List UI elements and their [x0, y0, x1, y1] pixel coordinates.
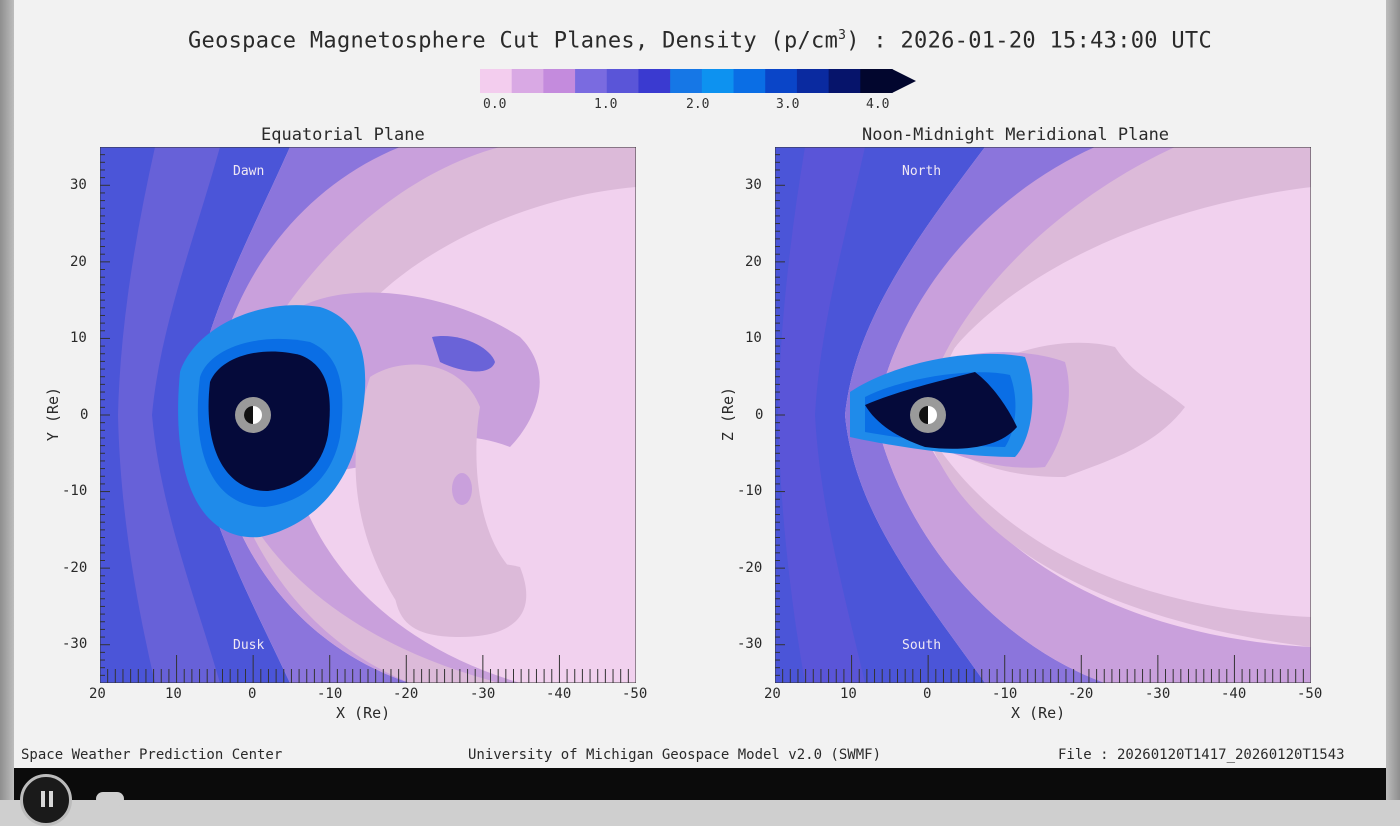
right-panel-title: Noon-Midnight Meridional Plane [862, 125, 1170, 145]
right-xtick-label: -50 [1297, 686, 1323, 702]
right-y-axis-label: Z (Re) [719, 386, 738, 442]
left-panel-title: Equatorial Plane [261, 125, 425, 145]
colorbar-label-0: 0.0 [483, 97, 507, 112]
figure-title-tail: ) : 2026-01-20 15:43:00 UTC [846, 28, 1213, 54]
meridional-plane-plot [775, 147, 1311, 683]
colorbar-swatch [701, 69, 735, 93]
left-ytick-label: -10 [62, 483, 88, 499]
right-plot-ticks [775, 147, 1311, 683]
colorbar-label-4: 4.0 [866, 97, 890, 112]
colorbar-swatch [511, 69, 544, 93]
right-xtick-label: -30 [1145, 686, 1171, 702]
colorbar-swatch [828, 69, 861, 93]
left-region-bottom-label: Dusk [233, 638, 265, 653]
colorbar-swatch [606, 69, 640, 93]
colorbar-swatch [670, 69, 703, 93]
colorbar-swatch [575, 69, 608, 93]
figure-title: Geospace Magnetosphere Cut Planes, Densi… [0, 28, 1400, 53]
right-ytick-label: -10 [737, 483, 763, 499]
colorbar-swatch [733, 69, 766, 93]
figure-title-main: Geospace Magnetosphere Cut Planes, Densi… [187, 28, 839, 54]
right-xtick-label: -10 [992, 686, 1018, 702]
left-xtick-label: -50 [622, 686, 648, 702]
colorbar-swatch [796, 69, 830, 93]
left-x-axis-label: X (Re) [336, 704, 391, 722]
footer-credit-model: University of Michigan Geospace Model v2… [468, 747, 882, 763]
right-ytick-label: 0 [755, 407, 764, 423]
right-ytick-label: 30 [745, 177, 762, 193]
seek-handle[interactable] [96, 792, 124, 806]
right-xtick-label: 10 [840, 686, 857, 702]
right-ytick-label: 10 [745, 330, 762, 346]
left-xtick-label: 0 [248, 686, 257, 702]
right-xtick-label: -20 [1068, 686, 1094, 702]
right-region-bottom-label: South [902, 638, 942, 653]
left-region-top-label: Dawn [233, 164, 265, 179]
pause-button[interactable] [20, 774, 72, 826]
right-x-axis-label: X (Re) [1011, 704, 1066, 722]
window-right-border [1386, 0, 1400, 800]
left-xtick-label: 10 [165, 686, 182, 702]
left-y-axis-label: Y (Re) [44, 386, 63, 442]
left-xtick-label: -40 [546, 686, 572, 702]
footer-credit-left: Space Weather Prediction Center [21, 747, 283, 763]
colorbar-swatch [860, 69, 893, 93]
right-ytick-label: -30 [737, 636, 763, 652]
left-xtick-label: -30 [470, 686, 496, 702]
left-ytick-label: 0 [80, 407, 89, 423]
colorbar-swatch [480, 69, 513, 93]
left-ytick-label: -30 [62, 636, 88, 652]
colorbar-swatch [543, 69, 576, 93]
left-xtick-label: -20 [393, 686, 419, 702]
footer-file-name: File : 20260120T1417_20260120T1543 [1058, 747, 1345, 763]
right-xtick-label: 0 [923, 686, 932, 702]
colorbar-label-1: 1.0 [594, 97, 618, 112]
right-ytick-label: -20 [737, 560, 763, 576]
colorbar-arrow [892, 69, 916, 93]
window-left-border [0, 0, 14, 800]
left-ytick-label: 30 [70, 177, 87, 193]
left-ytick-label: -20 [62, 560, 88, 576]
colorbar-blocks [480, 69, 893, 93]
colorbar-label-2: 2.0 [686, 97, 710, 112]
colorbar-label-3: 3.0 [776, 97, 800, 112]
equatorial-plane-plot [100, 147, 636, 683]
colorbar-swatch [765, 69, 798, 93]
left-ytick-label: 20 [70, 254, 87, 270]
right-region-top-label: North [902, 164, 942, 179]
left-ytick-label: 10 [70, 330, 87, 346]
figure-title-superscript: 3 [838, 28, 847, 43]
left-xtick-label: -10 [317, 686, 343, 702]
left-plot-ticks [100, 147, 636, 683]
colorbar [480, 69, 916, 93]
colorbar-swatch [638, 69, 671, 93]
right-ytick-label: 20 [745, 254, 762, 270]
video-player-controls [14, 768, 1386, 826]
pause-icon [41, 791, 53, 807]
right-xtick-label: 20 [764, 686, 781, 702]
left-xtick-label: 20 [89, 686, 106, 702]
right-xtick-label: -40 [1221, 686, 1247, 702]
